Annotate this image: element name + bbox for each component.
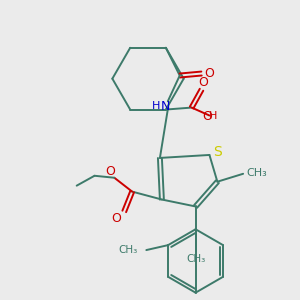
Text: O: O [205,67,214,80]
Text: H: H [209,112,218,122]
Text: O: O [199,76,208,89]
Text: H: H [152,101,160,111]
Text: CH₃: CH₃ [118,245,137,255]
Text: O: O [202,110,212,123]
Text: CH₃: CH₃ [247,168,267,178]
Text: S: S [213,145,222,159]
Text: N: N [161,100,170,113]
Text: O: O [111,212,121,225]
Text: CH₃: CH₃ [186,254,205,264]
Text: O: O [105,165,115,178]
